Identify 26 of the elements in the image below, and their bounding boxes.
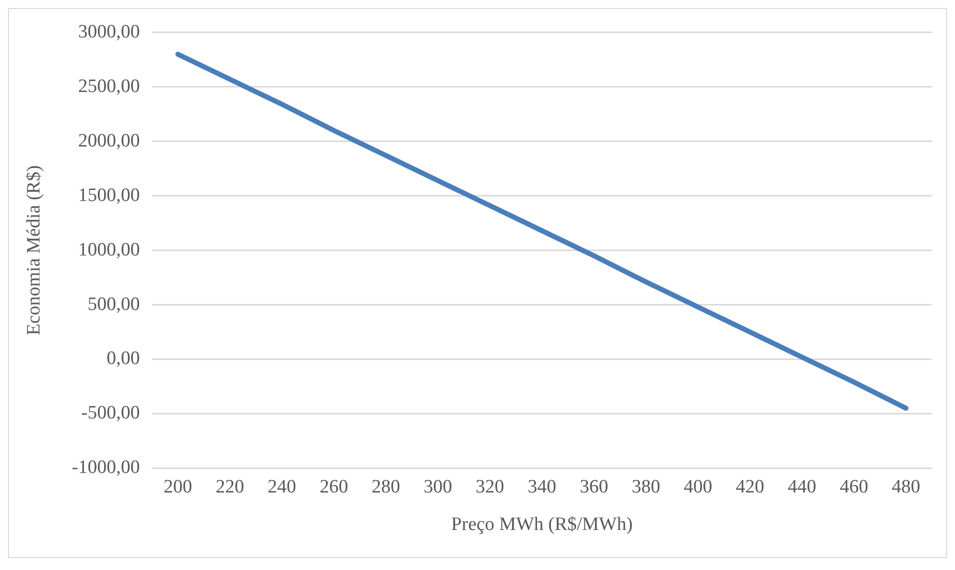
x-tick-label: 400 [684,476,712,498]
x-tick-label: 480 [892,476,920,498]
x-tick-label: 300 [424,476,452,498]
x-axis-title: Preço MWh (R$/MWh) [451,514,633,535]
y-tick-label: 2500,00 [78,76,140,97]
x-tick-label: 380 [632,476,660,498]
y-tick-label: -1000,00 [72,457,140,478]
y-tick-label: 2000,00 [78,130,140,152]
y-axis-title: Economia Média (R$) [23,165,44,336]
x-tick-label: 320 [476,476,504,498]
x-tick-label: 460 [840,476,868,498]
x-tick-label: 240 [268,476,296,498]
x-tick-label: 360 [580,476,608,498]
y-tick-label: 1500,00 [78,184,140,206]
y-tick-label: 0,00 [106,348,140,370]
x-tick-label: 220 [216,476,244,498]
x-tick-label: 420 [736,476,764,498]
x-tick-label: 200 [164,476,192,498]
x-tick-label: 280 [372,476,400,498]
x-tick-label: 340 [528,476,556,498]
x-tick-label: 440 [788,476,816,498]
y-tick-label: -500,00 [81,402,140,424]
y-tick-label: 500,00 [88,294,140,315]
x-tick-label: 260 [320,476,348,498]
y-tick-label: 3000,00 [78,21,140,42]
y-tick-label: 1000,00 [78,239,140,260]
